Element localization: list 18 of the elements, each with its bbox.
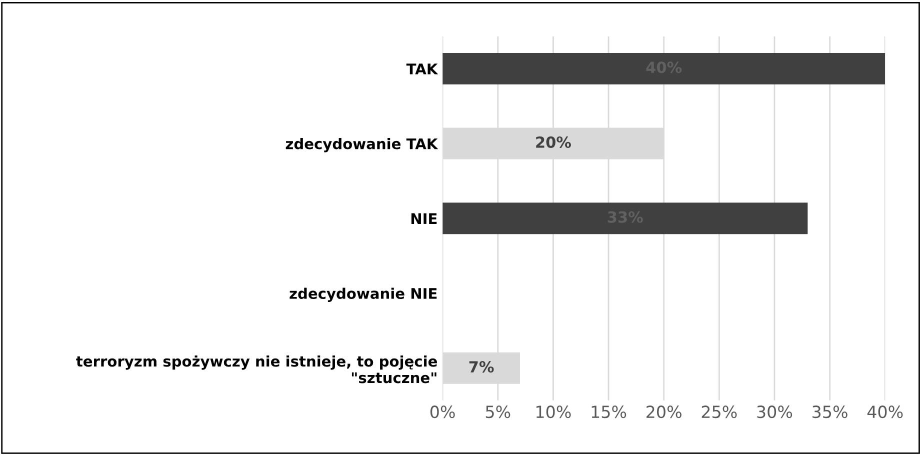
y-tick-label: TAK bbox=[406, 64, 438, 74]
y-tick-label: zdecydowanie NIE bbox=[290, 288, 437, 302]
x-tick-label: 25% bbox=[702, 406, 737, 418]
x-tick-label: 35% bbox=[812, 406, 848, 418]
x-tick-label: 40% bbox=[867, 406, 903, 418]
bar bbox=[442, 202, 808, 234]
x-tick-label: 10% bbox=[536, 406, 571, 418]
data-label: 7% bbox=[469, 361, 494, 373]
data-label: 20% bbox=[536, 136, 571, 148]
bar bbox=[442, 52, 886, 84]
y-tick-label: terroryzm spożywczy nie istnieje, to pojęcie "sztuczne" bbox=[76, 355, 437, 384]
x-tick-label: 20% bbox=[646, 406, 682, 418]
x-tick-label: 5% bbox=[486, 406, 510, 418]
y-tick-label: NIE bbox=[411, 213, 437, 224]
x-tick-label: 0% bbox=[430, 406, 455, 418]
x-tick-label: 15% bbox=[592, 406, 626, 418]
x-tick-label: 30% bbox=[757, 406, 792, 418]
y-tick-label: zdecydowanie TAK bbox=[286, 138, 438, 152]
